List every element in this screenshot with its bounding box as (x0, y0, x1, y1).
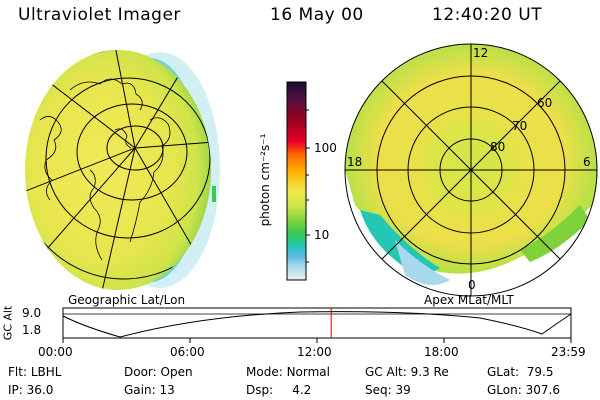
mlt-label-12: 12 (473, 46, 489, 60)
status-seq: Seq: 39 (365, 383, 411, 397)
status-ip: IP: 36.0 (8, 383, 54, 397)
date-label: 16 May 00 (270, 5, 364, 25)
status-glat: GLat: 79.5 (487, 365, 554, 379)
altitude-ytick-9: 9.0 (22, 306, 42, 320)
mlt-label-0: 0 (468, 278, 476, 292)
time-tick-1800: 18:00 (424, 345, 459, 359)
mlat-label-60: 60 (537, 96, 553, 110)
right-panel-label: Apex MLat/MLT (424, 293, 514, 307)
status-gc-alt: GC Alt: 9.3 Re (365, 365, 449, 379)
colorbar-tick-10: 10 (314, 228, 330, 242)
time-tick-0600: 06:00 (170, 345, 205, 359)
time-tick-0000: 00:00 (38, 345, 73, 359)
status-gain: Gain: 13 (124, 383, 175, 397)
left-panel-label: Geographic Lat/Lon (68, 293, 186, 307)
time-label: 12:40:20 UT (432, 5, 543, 25)
mlat-label-80: 80 (490, 140, 506, 154)
mlt-label-6: 6 (583, 155, 591, 169)
status-mode: Mode: Normal (246, 365, 330, 379)
mlat-label-70: 70 (512, 119, 528, 133)
altitude-ytick-1-8: 1.8 (22, 323, 42, 337)
colorbar-tick-100: 100 (314, 141, 337, 155)
time-tick-2359: 23:59 (551, 345, 586, 359)
status-dsp: Dsp: 4.2 (246, 383, 312, 397)
status-glon: GLon: 307.6 (487, 383, 560, 397)
time-tick-1200: 12:00 (297, 345, 332, 359)
mlt-label-18: 18 (347, 155, 363, 169)
status-door: Door: Open (124, 365, 193, 379)
status-flt: Flt: LBHL (8, 365, 62, 379)
altitude-ylabel: GC Alt (1, 305, 15, 341)
instrument-title: Ultraviolet Imager (18, 5, 181, 25)
